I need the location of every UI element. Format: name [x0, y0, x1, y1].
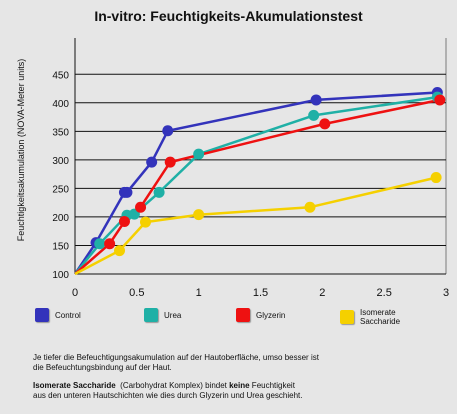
chart-plot: 100 150 200 250 300 350 400 450 0 0.5 1 1.5 2 2.5 3 Fe… [16, 38, 449, 299]
data-point-control-3 [121, 186, 133, 198]
note-line-1: Je tiefer die Befeuchtigungsakumulation … [33, 353, 319, 362]
data-point-urea-4 [153, 186, 165, 198]
y-tick-label-400: 400 [52, 99, 69, 110]
data-point-urea-1 [94, 238, 106, 250]
data-point-glyzerin-2 [118, 215, 130, 227]
y-tick-label-300: 300 [52, 156, 69, 167]
y-tick-label-250: 250 [52, 184, 69, 195]
x-tick-label-3: 3 [443, 287, 449, 299]
legend-swatch-control [35, 308, 49, 322]
note-mid-text: (Carbohydrat Komplex) bindet [115, 381, 230, 390]
note-line-4: aus den unteren Hautschichten wie dies d… [33, 391, 303, 400]
data-point-control-6 [310, 94, 322, 106]
data-point-isomerate-1 [114, 245, 126, 257]
data-point-glyzerin-6 [434, 94, 446, 106]
data-point-control-5 [162, 125, 174, 137]
data-point-urea-6 [308, 109, 320, 121]
data-point-isomerate-2 [139, 216, 151, 228]
x-tick-label-1.5: 1.5 [253, 287, 268, 299]
chart-title: In-vitro: Feuchtigkeits-Akumulationstest [94, 8, 363, 24]
series-line-isomerate [74, 176, 437, 276]
note-line-3: Isomerate Saccharide (Carbohydrat Komple… [33, 381, 433, 391]
legend-label-isomerate: Isomerate Saccharide [360, 308, 401, 326]
data-point-urea-5 [193, 148, 205, 160]
y-tick-label-350: 350 [52, 127, 69, 138]
data-point-isomerate-3 [193, 209, 205, 221]
legend-swatch-urea [144, 308, 158, 322]
legend-item-isomerate: Isomerate Saccharide [340, 308, 400, 326]
x-tick-label-0.5: 0.5 [129, 287, 144, 299]
x-tick-label-2: 2 [319, 287, 325, 299]
x-tick-label-1: 1 [196, 287, 202, 299]
legend-label-control: Control [55, 310, 81, 320]
y-axis-label: Feuchtigkeitsakumulation (NOVA-Meter uni… [16, 59, 26, 241]
axes [74, 38, 447, 275]
tick-labels: 100 150 200 250 300 350 400 450 0 0.5 1 1.5 2 2.5 3 [52, 70, 449, 299]
y-tick-label-200: 200 [52, 213, 69, 224]
data-point-glyzerin-1 [104, 238, 116, 250]
note-end-text: Feuchtigkeit [249, 381, 295, 390]
data-point-control-4 [146, 156, 158, 168]
data-point-glyzerin-3 [135, 201, 147, 213]
data-point-glyzerin-5 [319, 118, 331, 130]
legend-label-glyzerin: Glyzerin [256, 310, 286, 320]
y-tick-label-100: 100 [52, 270, 69, 281]
legend-item-urea: Urea [144, 308, 181, 322]
note-line-2: die Befeuchtungsbindung auf der Haut. [33, 363, 172, 372]
x-tick-label-0: 0 [72, 287, 78, 299]
note-bold-keine: keine [229, 381, 250, 390]
y-tick-label-150: 150 [52, 241, 69, 252]
data-point-isomerate-5 [430, 172, 442, 184]
legend-item-control: Control [35, 308, 81, 322]
data-point-glyzerin-4 [164, 156, 176, 168]
legend-label-urea: Urea [164, 310, 182, 320]
legend-swatch-isomerate [340, 310, 354, 324]
data-points [90, 87, 446, 257]
y-tick-label-450: 450 [52, 70, 69, 81]
series-line-urea [74, 95, 438, 275]
legend-item-glyzerin: Glyzerin [236, 308, 285, 322]
legend-swatch-glyzerin [236, 308, 250, 322]
note-bold-isomerate: Isomerate Saccharide [33, 381, 116, 390]
data-point-isomerate-4 [304, 201, 316, 213]
x-tick-label-2.5: 2.5 [377, 287, 392, 299]
grid-lines [75, 38, 446, 274]
series-line-control [73, 91, 438, 275]
plot-background [75, 38, 446, 274]
